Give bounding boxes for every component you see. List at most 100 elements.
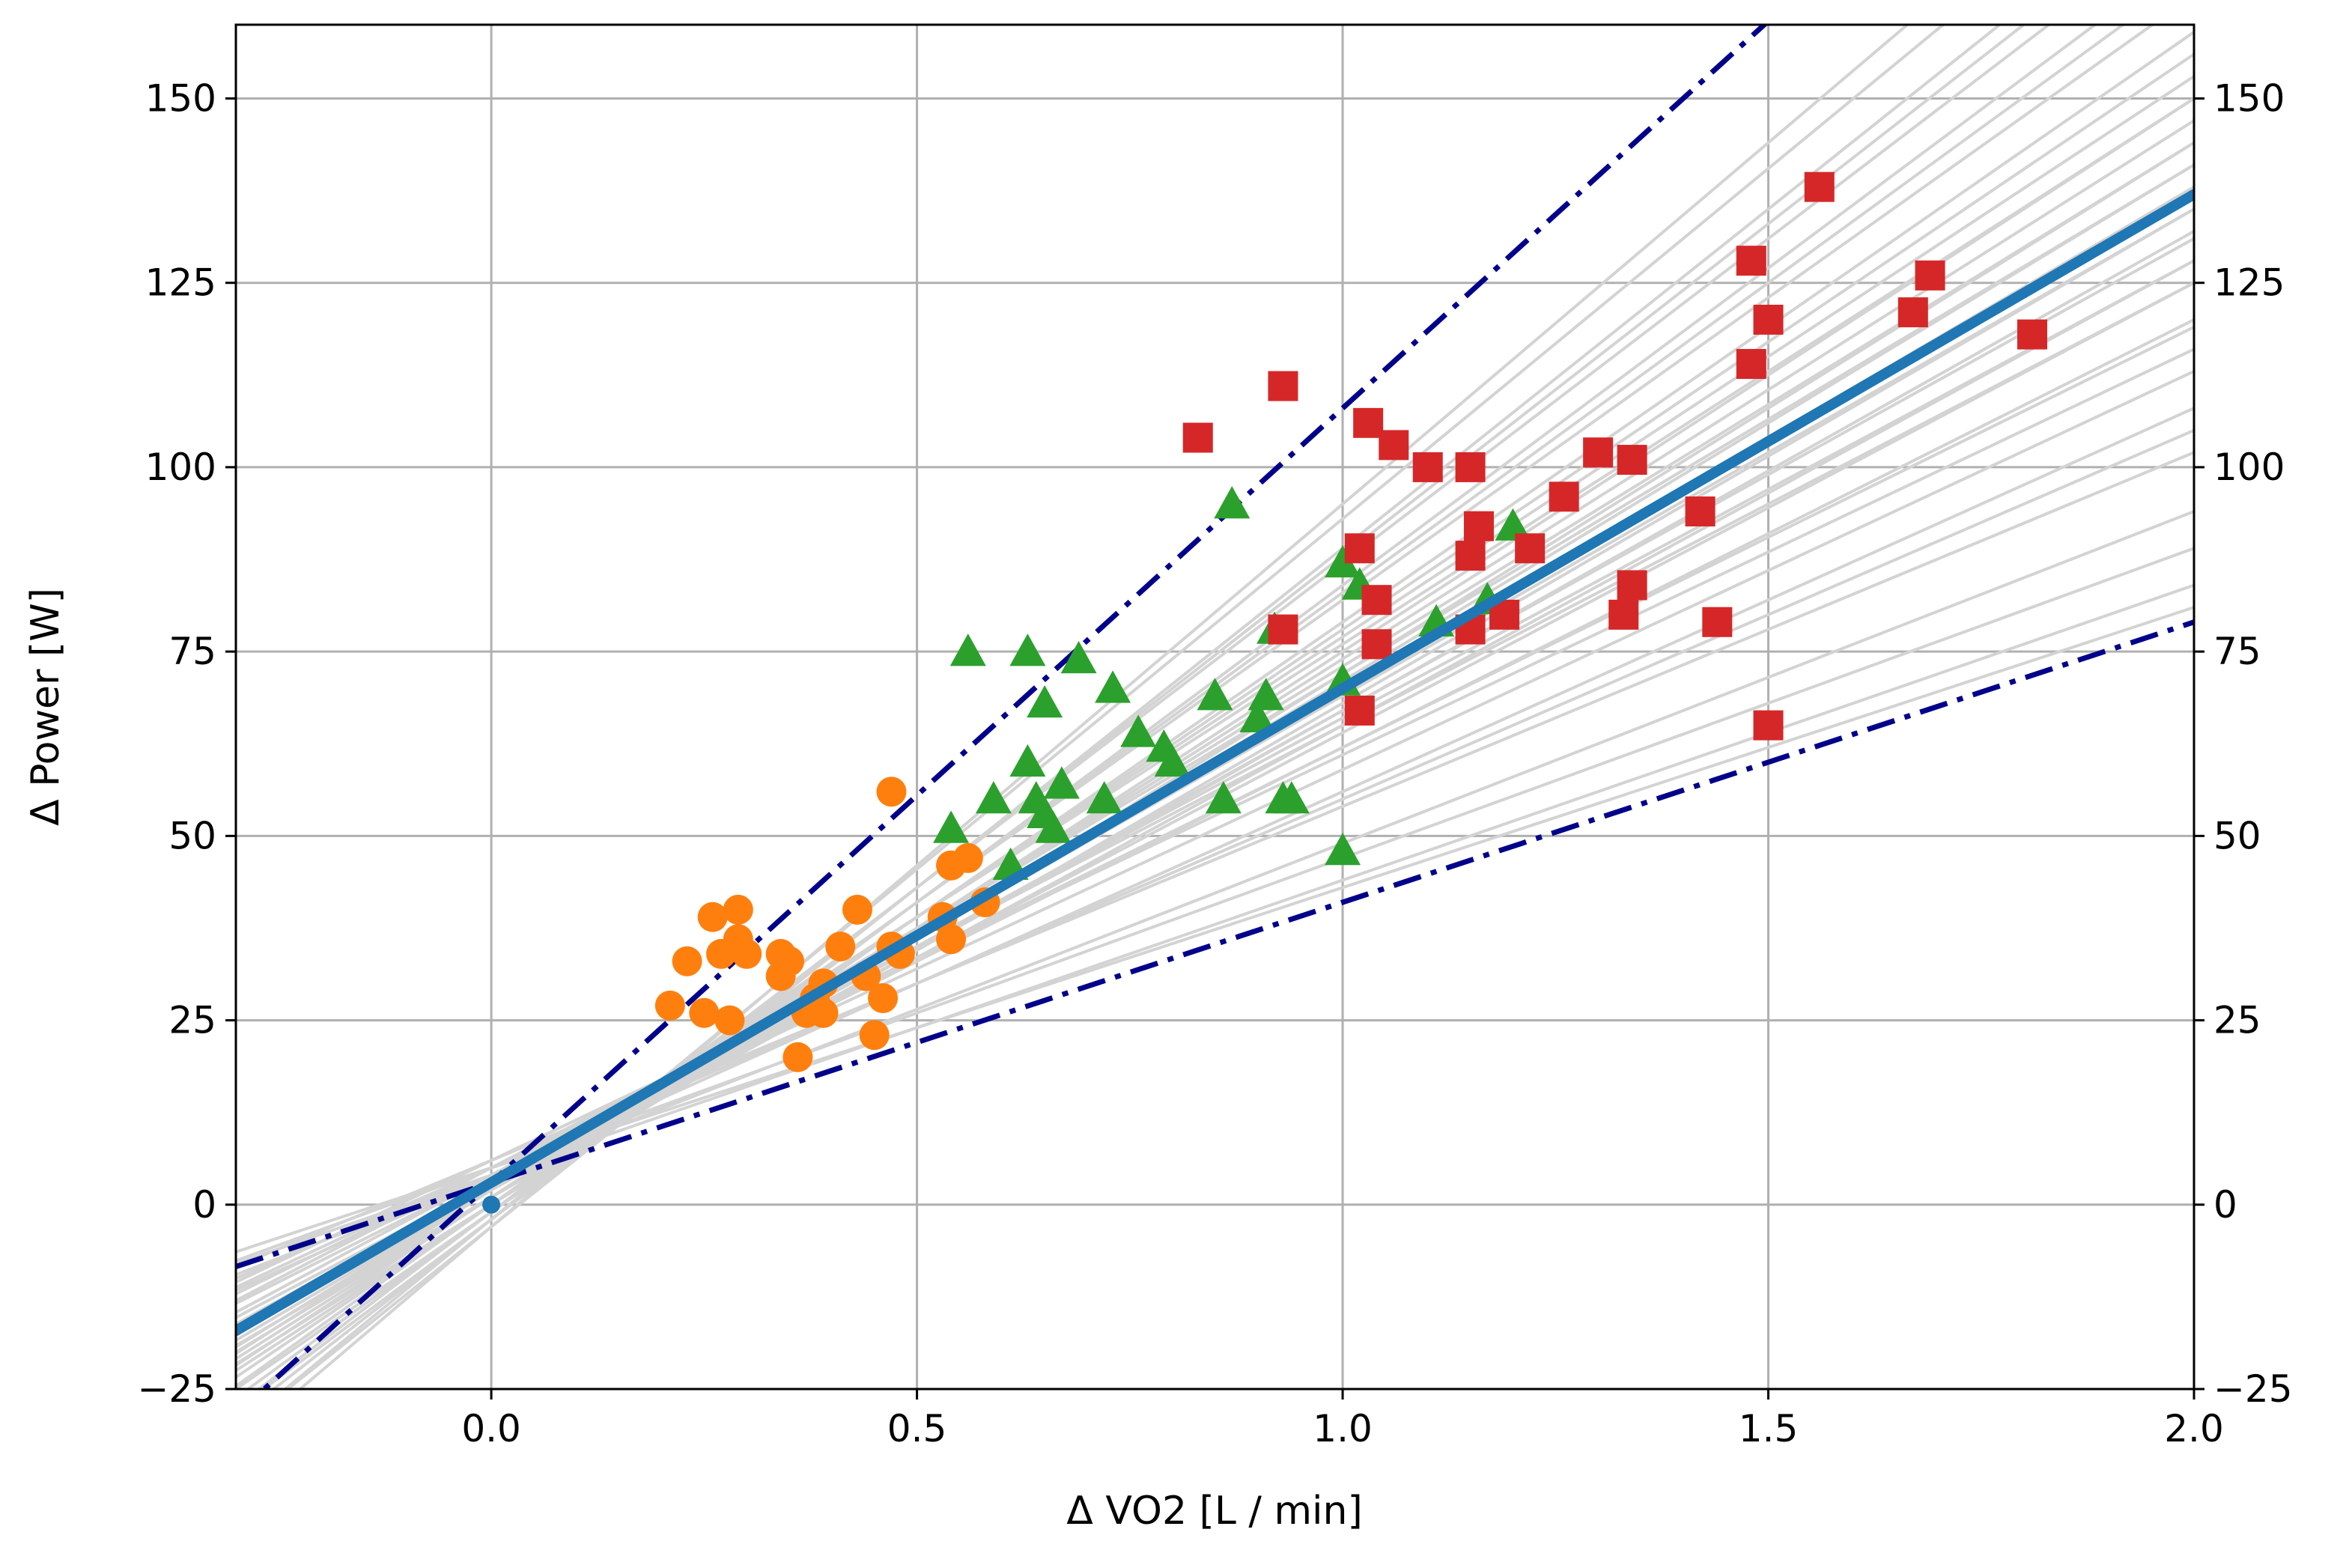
origin-point	[482, 1195, 501, 1214]
square-point	[1463, 511, 1494, 541]
triangle-point	[1248, 678, 1284, 711]
circle-point	[783, 1042, 813, 1072]
circle-point	[808, 997, 839, 1028]
x-tick-label: 0.0	[461, 1407, 521, 1450]
bootstrap-line	[236, 75, 2194, 1367]
circle-point	[825, 932, 856, 962]
x-tick-label: 1.0	[1313, 1407, 1373, 1450]
y-tick-label-right: 100	[2213, 446, 2285, 489]
square-point	[1685, 496, 1716, 527]
square-point	[1361, 629, 1392, 660]
bound-lines	[236, 25, 2194, 1389]
square-point	[1361, 585, 1392, 616]
triangle-point	[1214, 486, 1251, 519]
circle-point	[952, 842, 983, 873]
fit-line	[236, 189, 2194, 1337]
circle-point	[672, 946, 702, 976]
triangle-point	[1325, 544, 1361, 578]
square-point	[1182, 422, 1213, 453]
y-tick-label-right: 150	[2213, 76, 2285, 120]
triangle-point	[1086, 781, 1122, 814]
y-axis-label: Δ Power [W]	[23, 588, 68, 826]
square-point	[1897, 297, 1928, 328]
triangle-point	[1035, 810, 1072, 843]
square-point	[1268, 614, 1298, 645]
bound-line	[236, 619, 2194, 1269]
y-tick-label-left: 0	[192, 1183, 216, 1227]
bootstrap-line	[271, 25, 2026, 1389]
y-tick-label-right: 50	[2213, 814, 2261, 857]
circle-point	[774, 946, 805, 976]
y-tick-label-right: 0	[2213, 1183, 2237, 1227]
square-point	[1583, 437, 1614, 468]
bootstrap-line	[236, 281, 2194, 1302]
square-point	[1753, 304, 1784, 335]
y-tick-label-right: −25	[2213, 1367, 2293, 1411]
circle-point	[732, 938, 762, 969]
bootstrap-line	[236, 370, 2194, 1289]
square-point	[1379, 430, 1409, 461]
square-point	[1344, 695, 1375, 726]
x-tick-label: 1.5	[1739, 1407, 1799, 1450]
square-point	[2017, 319, 2047, 350]
y-tick-label-left: 150	[145, 76, 216, 120]
triangle-point	[1325, 833, 1361, 866]
y-tick-label-left: 25	[168, 999, 216, 1042]
triangle-point	[1027, 685, 1063, 718]
square-point	[1608, 599, 1639, 630]
y-tick-label-right: 25	[2213, 999, 2261, 1042]
circle-point	[936, 924, 967, 955]
square-point	[1344, 533, 1375, 564]
x-tick-label: 0.5	[887, 1407, 947, 1450]
square-point	[1617, 570, 1647, 601]
square-point	[1736, 246, 1766, 276]
bootstrap-line	[236, 347, 2194, 1284]
circle-point	[689, 997, 720, 1028]
triangle-point	[1154, 744, 1191, 777]
triangle-point	[1239, 699, 1276, 732]
triangle-point	[1205, 781, 1242, 814]
y-tick-label-left: 100	[145, 446, 216, 489]
circle-point	[723, 894, 753, 925]
square-point	[1915, 260, 1945, 291]
circle-point	[868, 983, 899, 1014]
triangle-point	[933, 810, 970, 843]
triangle-point	[1120, 714, 1157, 747]
triangle-point	[949, 633, 986, 666]
circle-point	[654, 990, 685, 1021]
square-point	[1515, 533, 1546, 564]
square-point	[1353, 407, 1384, 438]
triangle-point	[1060, 640, 1097, 674]
circle-point	[714, 1005, 745, 1036]
x-tick-label: 2.0	[2164, 1407, 2224, 1450]
square-point	[1412, 452, 1443, 482]
x-axis-label: Δ VO2 [L / min]	[1066, 1489, 1362, 1534]
y-tick-label-left: 75	[168, 630, 216, 673]
data-points	[482, 171, 2047, 1214]
square-point	[1549, 481, 1579, 512]
triangle-point	[1495, 508, 1531, 541]
square-point	[1736, 349, 1766, 380]
y-tick-label-left: 50	[168, 814, 216, 857]
y-tick-label-left: −25	[137, 1367, 216, 1411]
fit-line-path	[236, 189, 2194, 1337]
circle-point	[697, 902, 728, 932]
circle-point	[876, 777, 907, 807]
circle-point	[842, 894, 872, 925]
triangle-point	[1197, 678, 1233, 711]
square-point	[1753, 710, 1784, 741]
bootstrap-lines	[236, 25, 2194, 1389]
square-point	[1455, 452, 1486, 482]
bootstrap-line	[236, 119, 2194, 1361]
triangle-point	[975, 781, 1012, 814]
y-tick-label-right: 75	[2213, 630, 2261, 673]
square-point	[1268, 371, 1298, 401]
square-point	[1702, 607, 1733, 637]
y-tick-label-right: 125	[2213, 261, 2285, 305]
square-point	[1617, 445, 1647, 475]
square-point	[1804, 171, 1835, 202]
triangle-point	[1273, 781, 1310, 814]
square-point	[1455, 541, 1486, 571]
